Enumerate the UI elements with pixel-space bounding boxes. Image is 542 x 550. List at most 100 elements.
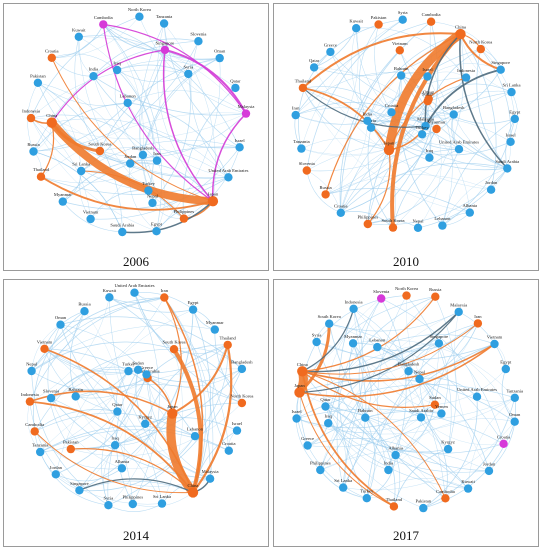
network-edge-light xyxy=(51,118,229,178)
node-dot xyxy=(362,494,371,503)
node-dot xyxy=(138,150,148,160)
network-edge-light xyxy=(307,437,469,489)
network-edge-light xyxy=(108,503,163,512)
network-edge-light xyxy=(325,174,492,195)
node-dot xyxy=(297,144,306,153)
node-myanmar: Myanmar xyxy=(344,334,362,348)
node-singapore: Singapore xyxy=(491,60,510,74)
node-dot xyxy=(86,214,95,224)
node-dot xyxy=(89,72,98,81)
network-edge-light xyxy=(352,343,422,418)
network-edge-light xyxy=(139,23,165,203)
node-dot xyxy=(383,144,395,156)
node-dot xyxy=(128,499,137,509)
network-edge-china-sudan xyxy=(301,370,436,408)
network-edge-light xyxy=(116,69,189,83)
network-edge-light xyxy=(75,396,116,446)
network-edge-light xyxy=(442,118,516,226)
node-dot xyxy=(105,293,114,302)
node-label: Indonesia xyxy=(345,299,363,304)
network-edge-light xyxy=(325,101,428,195)
node-japan: Japan xyxy=(383,140,395,156)
network-edge-light xyxy=(367,127,394,228)
node-label: North Korea xyxy=(469,40,492,45)
node-dot xyxy=(431,292,440,301)
node-label: Lebanon xyxy=(434,216,451,221)
node-dot xyxy=(454,145,464,154)
network-edge-light xyxy=(109,297,165,304)
node-dot xyxy=(215,53,224,63)
network-edge-light xyxy=(29,297,165,402)
node-label: Albania xyxy=(463,203,478,208)
network-edge-light xyxy=(31,341,175,372)
network-edge-light xyxy=(505,118,516,169)
node-dot xyxy=(36,447,45,457)
network-edge-china-saudi-arabia xyxy=(459,33,509,170)
network-edge-light xyxy=(301,134,423,155)
network-edge-light xyxy=(299,377,515,423)
network-edge-china-russia xyxy=(325,33,462,195)
node-dot xyxy=(374,20,383,29)
network-edge-japan-thailand xyxy=(171,343,229,415)
node-label: Indonesia xyxy=(21,392,39,397)
node-kyrgyz: Kyrgyz xyxy=(441,440,455,454)
network-edge-light xyxy=(296,397,515,435)
node-dot xyxy=(309,63,319,72)
node-albania: Albania xyxy=(388,446,403,460)
node-label: Japan xyxy=(208,192,219,197)
node-label: United Arab Emirates xyxy=(457,387,497,392)
node-china: China xyxy=(297,362,308,377)
node-label: Oman xyxy=(214,49,226,54)
network-edge-light xyxy=(419,378,490,471)
node-label: Cambodia xyxy=(94,15,113,20)
node-iraq: Iraq xyxy=(110,436,119,450)
network-edge-light xyxy=(144,344,228,424)
network-edge-light xyxy=(366,455,396,499)
node-label: Malaysia xyxy=(202,469,219,474)
node-croatia: Croatia xyxy=(497,434,511,448)
node-label: Kuwait xyxy=(349,19,363,24)
network-edge-light xyxy=(423,421,516,509)
node-malaysia: Malaysia xyxy=(417,117,434,131)
node-dot xyxy=(430,400,440,409)
network-edge-light xyxy=(377,334,495,348)
node-russia: Russia xyxy=(429,287,441,301)
network-edge-light xyxy=(75,374,147,399)
network-edge-light xyxy=(78,36,185,219)
network-edge-light xyxy=(75,370,129,397)
node-turkey: Turkey xyxy=(416,125,429,139)
node-croatia: Croatia xyxy=(45,48,59,62)
node-dot xyxy=(167,408,178,419)
node-label: Croatia xyxy=(497,434,511,439)
node-dot xyxy=(113,407,122,416)
network-edge-light xyxy=(40,160,158,184)
node-label: Cambodia xyxy=(25,422,44,427)
network-edge-light xyxy=(393,448,449,507)
network-panel-2017: North Korea Russia Malaysia Iran Vietnam Egyp… xyxy=(273,279,539,547)
node-dot xyxy=(46,393,56,403)
network-edge-light xyxy=(301,138,390,151)
node-label: Tanzania xyxy=(156,14,173,19)
network-edge-china-pakistan xyxy=(70,448,194,493)
node-dot xyxy=(387,108,396,117)
node-dot xyxy=(324,419,333,428)
node-russia: Russia xyxy=(319,185,332,199)
node-label: Singapore xyxy=(156,40,175,45)
node-dot xyxy=(472,392,482,401)
node-israel: Israel xyxy=(232,421,243,435)
node-egypt: Egypt xyxy=(509,109,521,124)
node-south-korea: South Korea xyxy=(318,314,341,328)
node-kuwait: Kuwait xyxy=(349,19,364,33)
network-edge-light xyxy=(392,148,460,228)
network-edge-light xyxy=(325,406,389,471)
node-dot xyxy=(377,294,386,303)
network-edge-light xyxy=(31,311,85,372)
node-label: Philippines xyxy=(357,215,378,220)
node-label: Israel xyxy=(234,138,245,143)
node-croatia: Croatia xyxy=(222,441,236,455)
network-edge-light xyxy=(454,311,490,471)
node-label: Singapore xyxy=(70,481,89,486)
network-edge-light xyxy=(423,397,516,509)
network-edge-light xyxy=(40,176,229,195)
node-kuwait: Kuwait xyxy=(461,479,476,493)
